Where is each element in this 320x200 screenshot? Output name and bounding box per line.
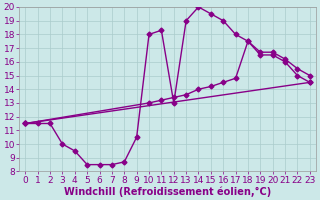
X-axis label: Windchill (Refroidissement éolien,°C): Windchill (Refroidissement éolien,°C): [64, 186, 271, 197]
